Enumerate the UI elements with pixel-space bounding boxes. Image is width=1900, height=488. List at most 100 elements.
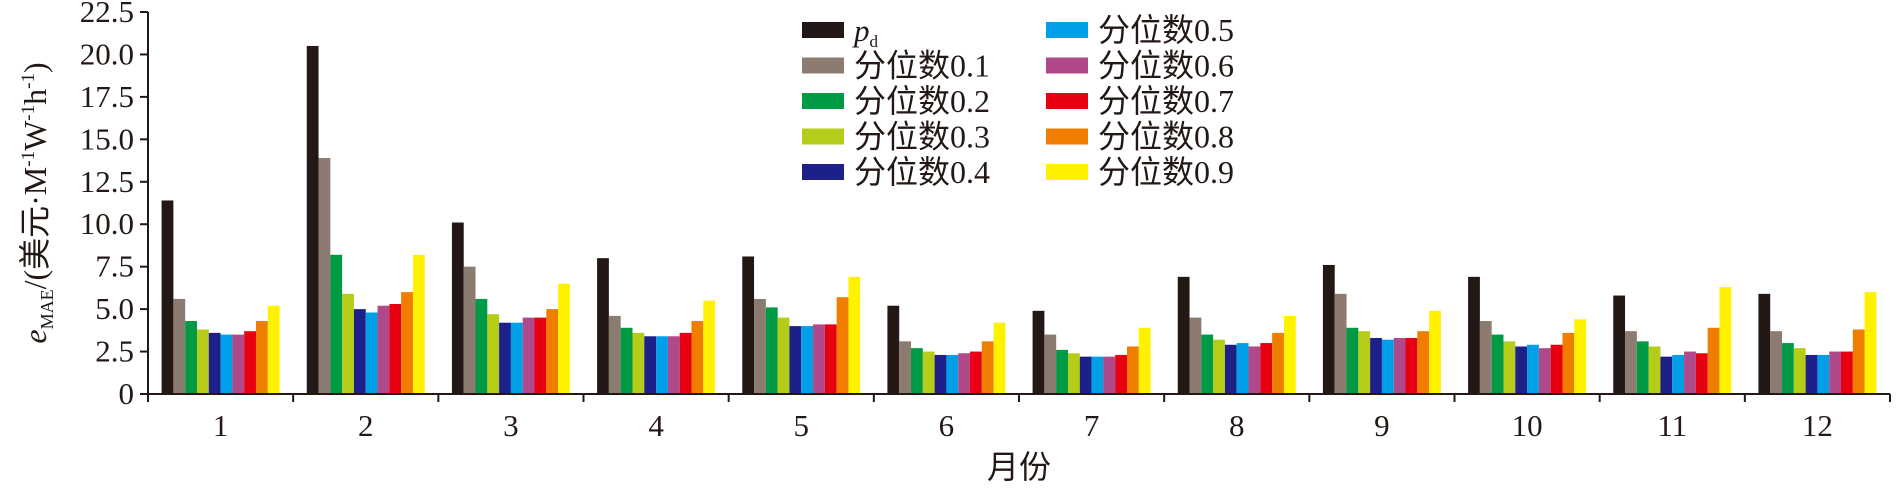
legend-label: 分位数0.4 [854,154,990,190]
x-tick-label: 1 [213,408,229,443]
bar [1613,295,1626,394]
y-axis-title-sup1: -1 [18,151,39,167]
bar [1515,346,1528,394]
bar [208,332,221,394]
bar [1648,346,1661,394]
bar [1672,354,1685,394]
y-tick-label: 0 [119,376,135,411]
y-axis-title-sup3: -1 [18,73,39,89]
bar [412,254,425,394]
bar [267,305,280,394]
y-tick-label: 22.5 [80,0,134,29]
y-tick-label: 2.5 [95,334,134,369]
legend-label: 分位数0.1 [854,48,990,84]
bar [1829,351,1842,394]
bar [1224,344,1237,394]
bar [656,336,668,394]
bar [1322,264,1335,394]
legend-label: 分位数0.9 [1098,154,1234,190]
y-tick-label: 7.5 [95,249,134,284]
y-axis-title-main: e [17,329,53,343]
bar [401,292,413,394]
bar [1115,354,1127,394]
legend-swatch [802,57,844,74]
bar [534,317,547,394]
bar [1056,349,1068,394]
legend-swatch [1046,93,1088,109]
bar [255,320,268,394]
y-axis-title-sub: MAE [37,289,57,329]
x-tick-label: 8 [1229,408,1245,443]
bar [558,283,570,394]
legend-swatch [802,164,844,180]
x-tick-label: 3 [503,408,519,443]
bar [1405,337,1418,394]
bar [173,298,186,394]
bar [1707,327,1720,394]
bar [161,200,174,394]
y-tick-label: 20.0 [80,36,134,71]
bar [1468,276,1480,394]
legend-swatch [802,22,844,38]
bar [1782,343,1794,394]
bar [1126,346,1139,394]
y-tick-label: 10.0 [80,206,134,241]
bar [1503,341,1516,394]
bar [1852,329,1865,394]
bar [1758,293,1771,394]
y-axis-title-unit: /(美元·M [17,167,53,290]
x-tick-label: 7 [1084,408,1100,443]
bar [1032,310,1045,394]
legend-label: 分位数0.6 [1098,48,1234,84]
x-tick-label: 5 [794,408,810,443]
legend-swatch [1046,128,1088,145]
bar [330,254,343,394]
bar [813,324,825,394]
y-tick-label: 17.5 [80,79,134,114]
bar [1574,319,1587,394]
x-tick-label: 9 [1374,408,1390,443]
bar [1684,351,1696,394]
bar [1562,332,1575,394]
y-tick-label: 12.5 [80,164,134,199]
bar [1393,337,1406,394]
bar [703,300,716,394]
bar [1429,310,1441,394]
bar [1770,331,1783,394]
bar [244,331,256,394]
bar [342,293,354,394]
x-tick-label: 2 [358,408,374,443]
bar [1491,334,1504,394]
bar [1719,287,1732,394]
bar [196,329,209,394]
bar [958,353,971,394]
legend-label: 分位数0.8 [1098,119,1234,155]
x-tick-label: 12 [1802,408,1833,443]
bar [1841,351,1853,394]
legend-label: pd [852,13,879,51]
bar [789,326,802,394]
bar [1213,339,1225,394]
bar [353,309,366,394]
bar [1695,353,1708,394]
x-tick-label: 11 [1657,408,1687,443]
bar [765,307,778,394]
bar [970,351,982,394]
legend-swatch [1046,164,1088,180]
bar [1079,356,1092,394]
bar [836,297,849,394]
bar [365,312,378,394]
y-axis-title-w: W [17,120,53,151]
bar [922,351,935,394]
bar [1550,344,1563,394]
bar [1358,331,1371,394]
legend-swatch [1046,22,1088,38]
bar [981,341,994,394]
bar [1236,343,1249,394]
x-tick-label: 6 [939,408,955,443]
bar [824,324,837,394]
bar [1636,341,1649,394]
y-axis-title-h: h [17,89,53,105]
bar [1417,331,1430,394]
